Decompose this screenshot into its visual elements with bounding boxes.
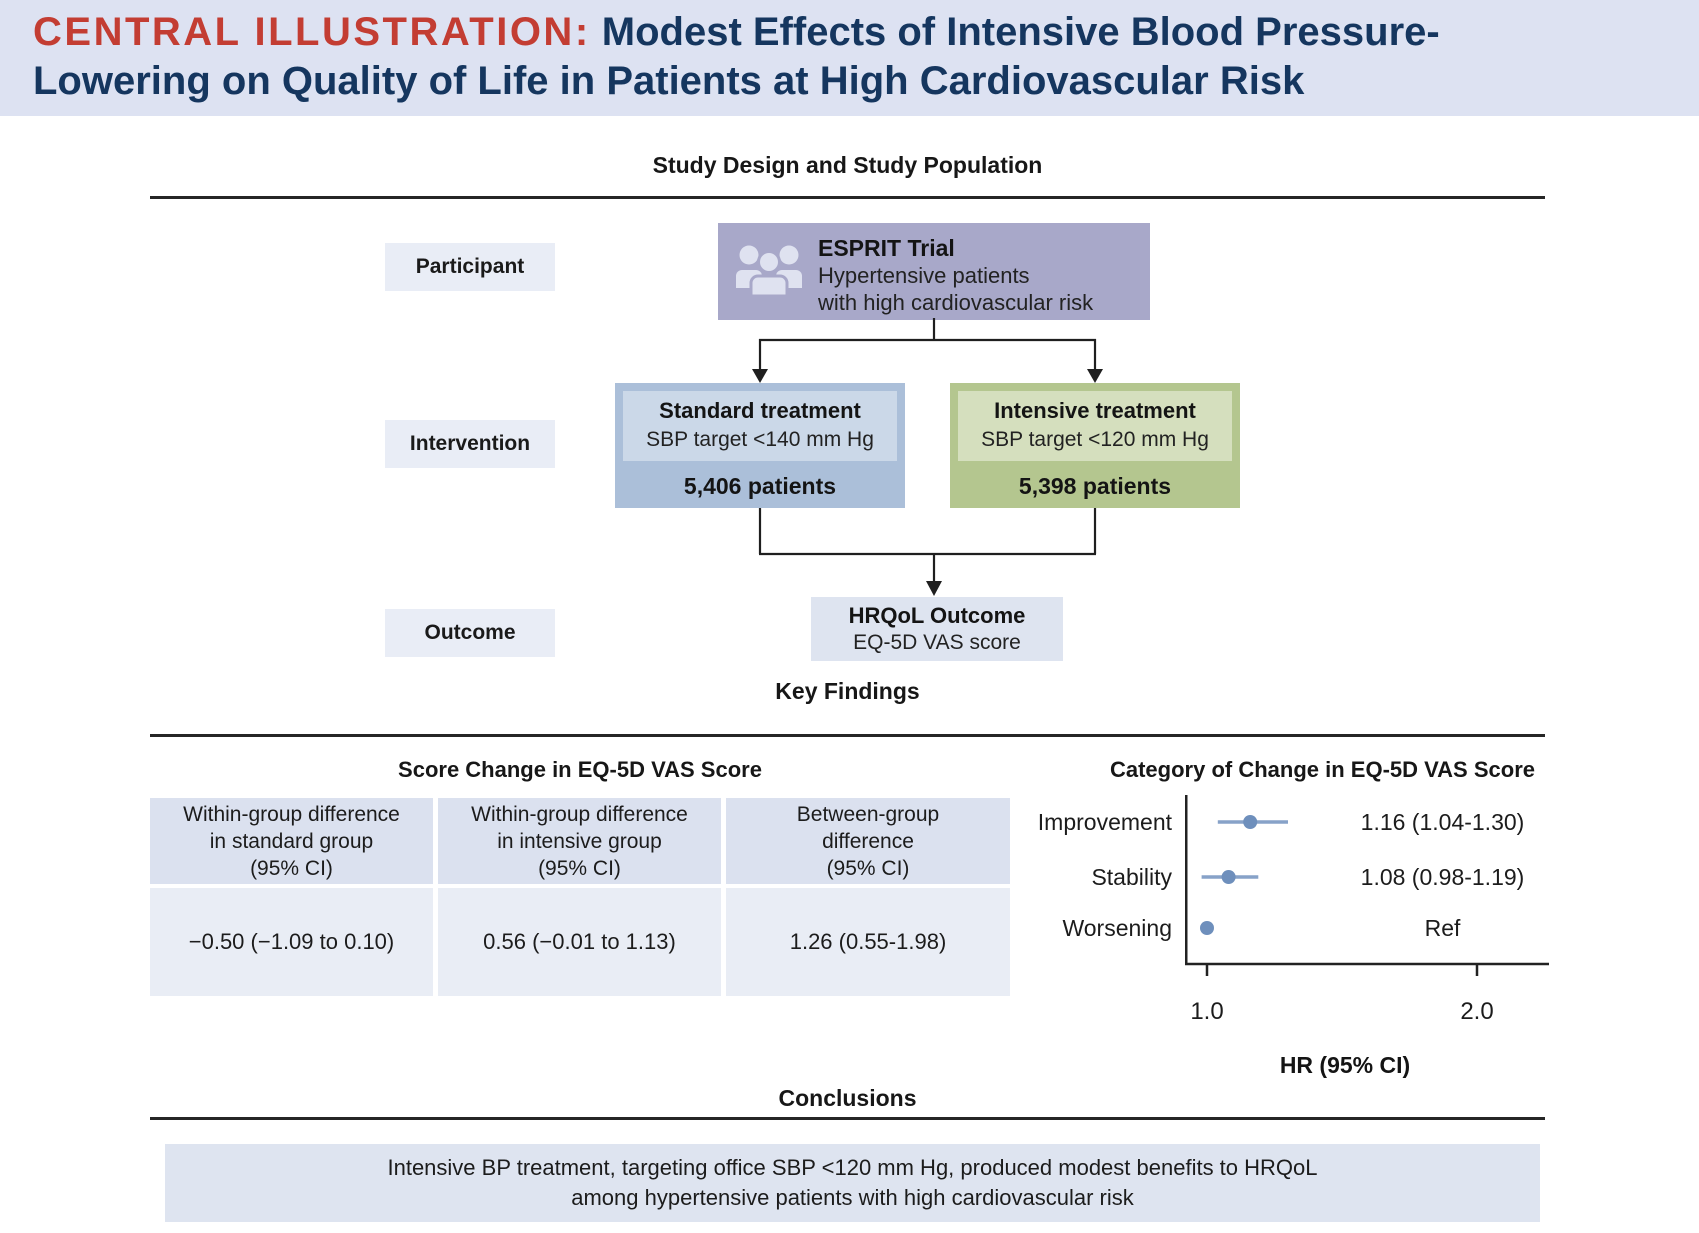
title-line1: Modest Effects of Intensive Blood Pressu… [601, 10, 1440, 54]
forest-point-stability [1221, 870, 1236, 884]
standard-treatment-title: Standard treatment [659, 398, 861, 423]
score-table-value-standard: −0.50 (−1.09 to 0.10) [150, 888, 433, 996]
score-table-value-intensive: 0.56 (−0.01 to 1.13) [438, 888, 721, 996]
standard-treatment-inner: Standard treatment SBP target <140 mm Hg [623, 391, 897, 461]
score-table-header-standard: Within-group difference in standard grou… [150, 798, 433, 884]
esprit-line2: with high cardiovascular risk [818, 290, 1094, 315]
forest-row-value-worsening: Ref [1424, 915, 1461, 941]
score-table-title: Score Change in EQ-5D VAS Score [398, 757, 762, 782]
conclusions-line2: among hypertensive patients with high ca… [571, 1185, 1134, 1210]
header-line: (95% CI) [826, 857, 910, 880]
intensive-treatment-box: Intensive treatment SBP target <120 mm H… [950, 383, 1240, 508]
forest-plot [1185, 795, 1549, 976]
esprit-trial-box: ESPRIT Trial Hypertensive patients with … [718, 223, 1150, 320]
forest-row-value-stability: 1.08 (0.98-1.19) [1360, 864, 1525, 890]
conclusions-box: Intensive BP treatment, targeting office… [165, 1144, 1540, 1222]
participant-label: Participant [385, 243, 555, 291]
header-line: in intensive group [497, 830, 662, 853]
standard-treatment-target: SBP target <140 mm Hg [646, 428, 874, 451]
figure-title: CENTRAL ILLUSTRATION: Modest Effects of … [33, 8, 1440, 106]
forest-row-label-stability: Stability [1091, 864, 1172, 890]
standard-treatment-box: Standard treatment SBP target <140 mm Hg… [615, 383, 905, 508]
people-group-icon [736, 245, 802, 298]
forest-point-improvement [1243, 815, 1258, 829]
x-axis-tick-label-2: 2.0 [1460, 998, 1494, 1025]
header-line: (95% CI) [250, 857, 333, 880]
intensive-patients-count: 5,398 patients [1018, 473, 1172, 499]
header-line: Between-group [796, 803, 940, 826]
esprit-title: ESPRIT Trial [818, 235, 955, 261]
hrqol-outcome-subtitle: EQ-5D VAS score [853, 631, 1021, 654]
hrqol-outcome-box: HRQoL Outcome EQ-5D VAS score [811, 597, 1063, 661]
header-line: difference [822, 830, 914, 853]
figure-title-line1: CENTRAL ILLUSTRATION: Modest Effects of … [33, 8, 1440, 57]
header-line: in standard group [209, 830, 374, 853]
divider-key-findings [150, 734, 1545, 737]
title-line2: Lowering on Quality of Life in Patients … [33, 59, 1305, 103]
section-heading-conclusions: Conclusions [778, 1085, 917, 1111]
intensive-treatment-inner: Intensive treatment SBP target <120 mm H… [958, 391, 1232, 461]
divider-study-design [150, 196, 1545, 199]
score-table-value-between: 1.26 (0.55-1.98) [726, 888, 1010, 996]
header-line: Within-group difference [471, 803, 688, 826]
forest-row-value-improvement: 1.16 (1.04-1.30) [1360, 809, 1525, 835]
esprit-text: ESPRIT Trial Hypertensive patients with … [818, 234, 1093, 316]
score-table-header-intensive: Within-group difference in intensive gro… [438, 798, 721, 884]
forest-row-label-worsening: Worsening [1062, 915, 1172, 941]
divider-conclusions [150, 1117, 1545, 1120]
standard-patients-count: 5,406 patients [683, 473, 837, 499]
central-illustration-label: CENTRAL ILLUSTRATION: [33, 10, 591, 54]
x-axis-tick-label-1: 1.0 [1190, 998, 1224, 1025]
forest-xaxis-label: HR (95% CI) [1279, 1052, 1411, 1078]
forest-point-worsening [1200, 921, 1214, 935]
conclusions-line1: Intensive BP treatment, targeting office… [387, 1155, 1318, 1180]
intensive-treatment-target: SBP target <120 mm Hg [981, 428, 1209, 451]
intensive-treatment-title: Intensive treatment [994, 398, 1196, 423]
header-line: (95% CI) [538, 857, 621, 880]
score-table-header-between: Between-group difference (95% CI) [726, 798, 1010, 884]
section-heading-key-findings: Key Findings [775, 678, 920, 704]
header-line: Within-group difference [183, 803, 400, 826]
intervention-label: Intervention [385, 420, 555, 468]
section-heading-study-design: Study Design and Study Population [652, 152, 1043, 178]
title-part1 [591, 10, 602, 54]
esprit-line1: Hypertensive patients [818, 263, 1030, 288]
outcome-label: Outcome [385, 609, 555, 657]
forest-row-label-improvement: Improvement [1037, 809, 1172, 835]
header-band: CENTRAL ILLUSTRATION: Modest Effects of … [0, 0, 1699, 116]
forest-plot-title: Category of Change in EQ-5D VAS Score [1109, 757, 1535, 782]
hrqol-outcome-title: HRQoL Outcome [848, 603, 1026, 628]
